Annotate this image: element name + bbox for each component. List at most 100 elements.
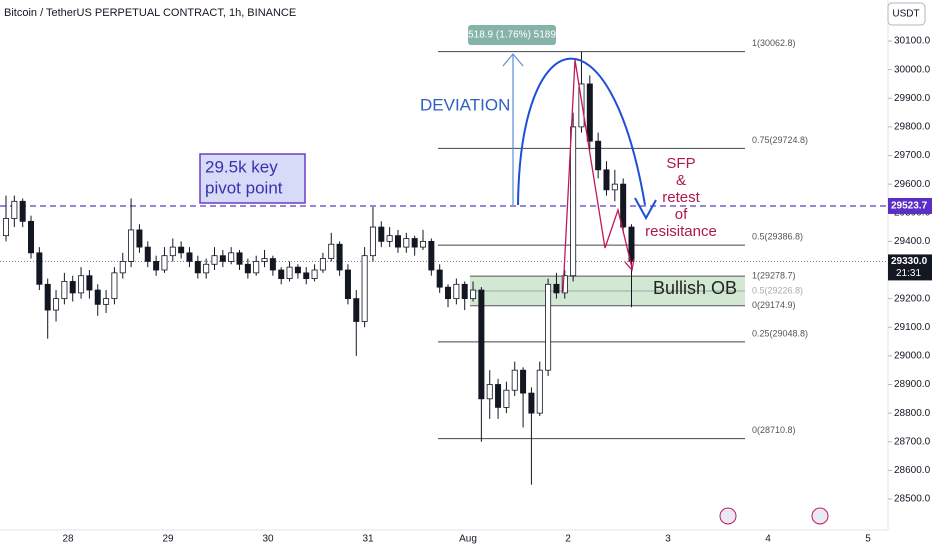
- candle-body: [336, 243, 343, 271]
- sfp-note: resisitance: [645, 223, 717, 240]
- pivot-note: 29.5k key: [205, 157, 278, 176]
- candle-body: [144, 246, 151, 262]
- candle-body: [478, 289, 485, 400]
- candle-body: [28, 220, 35, 254]
- candle-body: [386, 235, 393, 242]
- measure-box: [468, 25, 556, 45]
- candle-body: [511, 369, 518, 391]
- event-icon[interactable]: [719, 507, 737, 525]
- candle-body: [620, 183, 627, 228]
- candle-body: [194, 261, 201, 274]
- candle-body: [561, 275, 568, 294]
- candle-body: [94, 289, 101, 305]
- candle-body: [353, 298, 360, 322]
- y-tick-label: 29400.0: [894, 236, 931, 247]
- candle-body: [294, 266, 301, 274]
- candle-body: [136, 229, 143, 248]
- y-tick-label: 28800.0: [894, 408, 931, 419]
- y-tick-label: 29100.0: [894, 322, 931, 333]
- measure-label: 518.9 (1.76%) 5189: [468, 30, 556, 41]
- candle-body: [428, 240, 435, 271]
- candle-body: [503, 389, 510, 408]
- chart-title: Bitcoin / TetherUS PERPETUAL CONTRACT, 1…: [4, 7, 296, 19]
- pivot-price-box: [888, 197, 932, 214]
- sfp-note: &: [676, 172, 686, 189]
- pivot-note: pivot point: [205, 178, 283, 197]
- candle-body: [161, 255, 168, 271]
- candle-body: [3, 218, 9, 237]
- candle-body: [178, 246, 185, 254]
- arc: [517, 57, 646, 206]
- candle-body: [311, 269, 318, 279]
- candle-body: [211, 255, 218, 265]
- arc-head: [634, 197, 657, 221]
- candle-body: [486, 384, 493, 400]
- y-tick-label: 29600.0: [894, 179, 931, 190]
- candle-body: [219, 255, 226, 262]
- y-tick-label: 29800.0: [894, 122, 931, 133]
- ob-fib-label: 0(29174.9): [752, 300, 796, 310]
- candle-body: [495, 384, 502, 408]
- y-tick-label: 29700.0: [894, 150, 931, 161]
- candle-body: [86, 275, 93, 291]
- last-price-label: 29330.0: [891, 256, 928, 267]
- pivot-note-box: [199, 153, 306, 204]
- event-icon[interactable]: [811, 507, 829, 525]
- x-tick-label: 30: [262, 534, 274, 545]
- candle-body: [303, 272, 310, 279]
- ob-fib-label: 0.5(29226.8): [752, 285, 803, 295]
- currency-button[interactable]: [887, 2, 926, 26]
- candle-body: [119, 261, 126, 274]
- ob-fib-label: 1(29278.7): [752, 270, 796, 280]
- ob-note: Bullish OB: [653, 278, 737, 298]
- candle-body: [69, 281, 76, 294]
- candle-body: [628, 226, 635, 262]
- candle-body: [328, 243, 335, 259]
- candle-body: [319, 258, 326, 271]
- candle-body: [286, 266, 293, 279]
- fib-label: 1(30062.8): [752, 38, 796, 48]
- candle-body: [103, 298, 110, 305]
- y-tick-label: 28700.0: [894, 436, 931, 447]
- candle-body: [419, 240, 426, 248]
- y-tick-label: 29200.0: [894, 293, 931, 304]
- candle-body: [19, 200, 26, 222]
- candle-body: [436, 269, 443, 288]
- candle-body: [603, 169, 610, 191]
- candle-body: [78, 275, 85, 294]
- candle-body: [369, 226, 376, 257]
- y-tick-label: 28600.0: [894, 465, 931, 476]
- fib-label: 0.25(29048.8): [752, 328, 808, 338]
- x-tick-label: 2: [565, 534, 571, 545]
- candle-body: [378, 226, 385, 242]
- currency-label[interactable]: USDT: [892, 9, 919, 20]
- deviation-label: DEVIATION: [420, 95, 510, 114]
- candle-body: [236, 252, 243, 265]
- x-tick-label: 28: [62, 534, 74, 545]
- y-tick-label: 29000.0: [894, 351, 931, 362]
- candle-body: [578, 83, 585, 128]
- sfp-note: retest: [662, 189, 700, 206]
- candle-body: [269, 258, 276, 271]
- candle-body: [595, 140, 602, 171]
- last-price-box: [888, 254, 932, 281]
- candle-body: [36, 252, 43, 285]
- candle-body: [186, 252, 193, 262]
- fib-label: 0.75(29724.8): [752, 135, 808, 145]
- y-tick-label: 30000.0: [894, 64, 931, 75]
- candle-body: [536, 369, 543, 414]
- candle-body: [61, 281, 68, 300]
- y-tick-label: 30100.0: [894, 36, 931, 47]
- x-tick-label: 5: [865, 534, 871, 545]
- candle-body: [278, 269, 285, 279]
- candle-body: [244, 263, 251, 274]
- candle-body: [128, 229, 135, 262]
- y-tick-label: 28500.0: [894, 494, 931, 505]
- candle-body: [344, 269, 351, 300]
- candle-body: [44, 283, 51, 311]
- countdown-label: 21:31: [896, 268, 921, 279]
- candle-body: [11, 200, 18, 219]
- candle-body: [611, 183, 618, 191]
